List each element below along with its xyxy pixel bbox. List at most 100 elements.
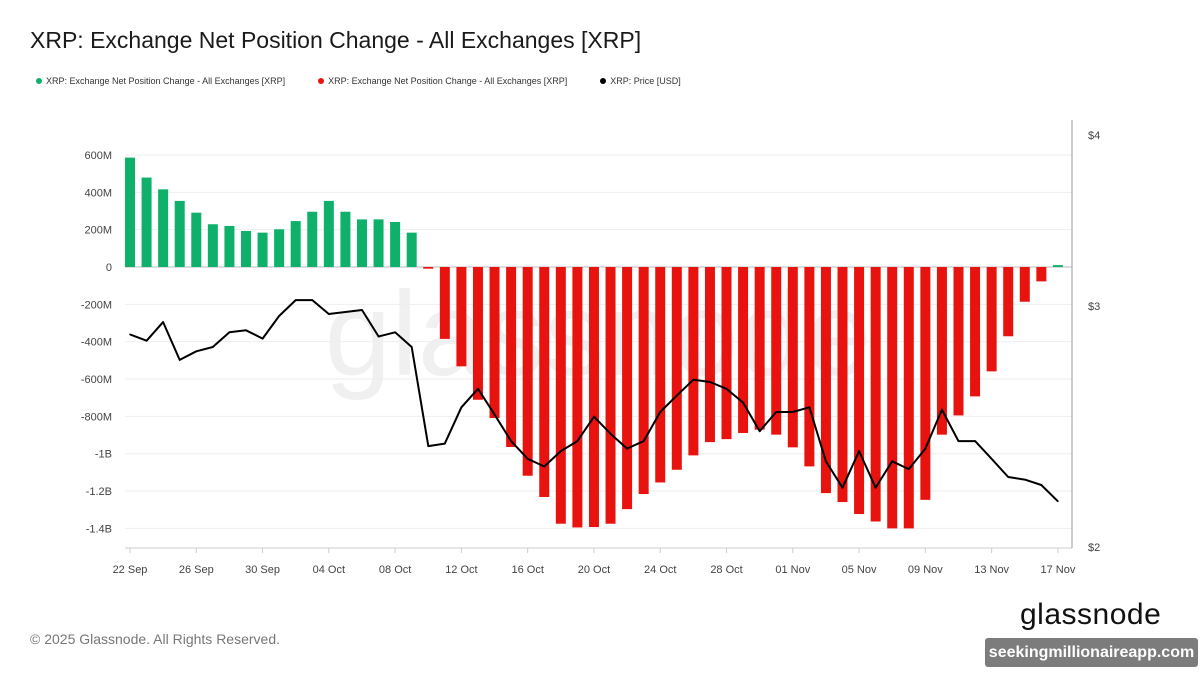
legend-item-inflow[interactable]: XRP: Exchange Net Position Change - All … (36, 76, 285, 86)
y-left-tick-label: -800M (81, 411, 112, 423)
y-left-tick-label: 0 (106, 262, 112, 274)
price-point (1007, 476, 1010, 478)
price-point (874, 486, 877, 489)
bar-negative (423, 267, 434, 269)
legend-item-price[interactable]: XRP: Price [USD] (600, 76, 681, 86)
bar-negative (936, 267, 947, 435)
y-right-tick-label: $2 (1088, 542, 1100, 554)
x-tick-label: 13 Nov (974, 564, 1009, 576)
price-point (858, 450, 860, 452)
price-point (792, 411, 794, 413)
price-point (543, 465, 546, 468)
price-point (742, 401, 744, 404)
bar-positive (323, 200, 334, 267)
price-point (510, 440, 512, 442)
bar-positive (224, 225, 235, 267)
bar-negative (622, 267, 633, 510)
bar-negative (1036, 267, 1047, 282)
price-point (377, 335, 380, 338)
bar-negative (671, 267, 682, 470)
price-point (212, 346, 214, 348)
price-point (361, 309, 363, 311)
bar-positive (257, 232, 268, 267)
price-point (725, 387, 728, 390)
bar-negative (572, 267, 583, 528)
y-left-tick-label: 600M (84, 150, 112, 162)
price-point (245, 329, 247, 332)
y-left-tick-label: -1B (95, 449, 112, 461)
price-point (1040, 484, 1043, 486)
x-tick-label: 20 Oct (578, 564, 610, 576)
price-point (460, 406, 463, 409)
bar-positive (307, 211, 318, 267)
y-right-tick-label: $3 (1088, 301, 1100, 313)
x-tick-label: 01 Nov (775, 564, 810, 576)
x-tick-label: 22 Sep (113, 564, 148, 576)
bar-positive (174, 200, 185, 267)
price-point (626, 447, 628, 450)
bar-negative (837, 267, 848, 503)
price-point (576, 440, 579, 442)
legend-label: XRP: Exchange Net Position Change - All … (46, 76, 286, 86)
bar-negative (754, 267, 765, 430)
bar-negative (870, 267, 881, 522)
x-tick-label: 12 Oct (445, 564, 477, 576)
y-left-tick-label: -600M (81, 374, 112, 386)
price-point (957, 440, 960, 442)
x-tick-label: 24 Oct (644, 564, 676, 576)
green-dot-icon (36, 78, 42, 84)
bar-negative (489, 267, 500, 419)
bar-negative (539, 267, 550, 498)
copyright-text: © 2025 Glassnode. All Rights Reserved. (30, 631, 281, 647)
price-point (775, 411, 778, 413)
y-left-tick-label: -400M (81, 337, 112, 349)
bar-positive (390, 222, 401, 267)
bar-positive (141, 177, 152, 267)
bar-positive (406, 232, 417, 267)
price-point (526, 457, 529, 460)
price-point (676, 394, 678, 397)
black-dot-icon (600, 78, 607, 84)
x-tick-label: 04 Oct (313, 564, 345, 576)
bar-negative (655, 267, 666, 483)
bar-negative (804, 267, 815, 467)
legend-item-outflow[interactable]: XRP: Exchange Net Position Change - All … (318, 76, 567, 86)
bar-negative (970, 267, 981, 397)
bar-negative (704, 267, 715, 443)
bar-negative (522, 267, 533, 476)
bar-negative (688, 267, 699, 456)
price-point (758, 430, 761, 433)
watermark-banner: seekingmillionaireapp.com (985, 638, 1198, 667)
bar-positive (158, 189, 169, 267)
x-tick-label: 16 Oct (511, 564, 543, 576)
price-point (560, 450, 562, 452)
price-point (808, 406, 811, 409)
chart-title: XRP: Exchange Net Position Change - All … (30, 27, 642, 53)
price-point (1023, 478, 1026, 481)
x-tick-label: 26 Sep (179, 564, 214, 576)
bar-negative (903, 267, 914, 529)
price-point (659, 411, 662, 413)
price-point (609, 432, 612, 435)
y-right-tick-label: $4 (1088, 130, 1100, 142)
legend-label: XRP: Exchange Net Position Change - All … (328, 76, 568, 86)
bar-negative (986, 267, 997, 372)
bar-positive (240, 230, 251, 267)
legend-label: XRP: Price [USD] (610, 76, 681, 86)
bar-positive (1052, 265, 1063, 267)
bar-negative (439, 267, 450, 339)
price-point (178, 359, 181, 361)
price-point (278, 315, 280, 317)
bar-negative (787, 267, 798, 448)
bar-negative (1019, 267, 1030, 302)
bar-negative (638, 267, 649, 495)
bar-negative (456, 267, 467, 367)
price-point (642, 440, 645, 442)
price-point (924, 447, 927, 450)
bar-negative (738, 267, 749, 433)
bar-positive (290, 221, 301, 267)
price-point (344, 311, 347, 313)
bar-negative (588, 267, 599, 528)
bar-negative (555, 267, 566, 524)
